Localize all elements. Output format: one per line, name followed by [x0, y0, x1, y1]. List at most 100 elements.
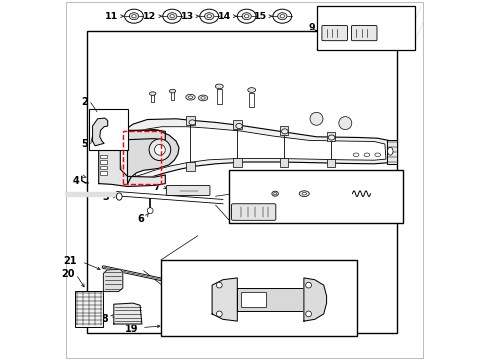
Polygon shape: [103, 269, 122, 292]
Circle shape: [147, 208, 153, 213]
Polygon shape: [212, 278, 237, 321]
Polygon shape: [120, 119, 391, 184]
Ellipse shape: [167, 13, 177, 20]
Polygon shape: [303, 278, 326, 321]
Polygon shape: [99, 118, 165, 186]
Bar: [326, 159, 335, 167]
Bar: [100, 171, 107, 175]
Circle shape: [154, 144, 165, 155]
Bar: [249, 93, 254, 107]
Polygon shape: [127, 130, 179, 184]
Ellipse shape: [215, 84, 223, 89]
Ellipse shape: [204, 13, 213, 20]
Bar: [161, 260, 356, 336]
Bar: [241, 292, 265, 307]
Circle shape: [305, 311, 311, 317]
Bar: [232, 158, 241, 167]
Bar: [170, 91, 174, 100]
Ellipse shape: [299, 191, 309, 197]
Ellipse shape: [302, 192, 306, 195]
Bar: [279, 126, 288, 135]
Ellipse shape: [363, 153, 369, 157]
Ellipse shape: [116, 193, 122, 200]
Ellipse shape: [328, 135, 334, 140]
Text: 4: 4: [72, 176, 79, 186]
Text: 12: 12: [143, 12, 156, 21]
Text: 18: 18: [96, 314, 109, 324]
Ellipse shape: [273, 193, 276, 195]
Bar: [386, 140, 397, 164]
Ellipse shape: [387, 147, 392, 155]
Ellipse shape: [188, 96, 192, 99]
Ellipse shape: [132, 15, 136, 18]
Ellipse shape: [189, 120, 195, 125]
Ellipse shape: [242, 13, 251, 20]
Bar: [186, 116, 194, 125]
FancyBboxPatch shape: [166, 185, 209, 195]
Polygon shape: [133, 127, 385, 176]
Circle shape: [216, 311, 222, 317]
Text: 1: 1: [322, 187, 328, 197]
Ellipse shape: [163, 9, 181, 23]
Bar: [122, 131, 160, 184]
Ellipse shape: [201, 97, 205, 99]
Text: 2: 2: [81, 96, 88, 107]
Text: 3: 3: [102, 192, 109, 202]
Bar: [100, 166, 107, 169]
Ellipse shape: [200, 9, 218, 23]
Ellipse shape: [271, 191, 278, 196]
Bar: [216, 89, 222, 104]
Ellipse shape: [277, 13, 286, 20]
Ellipse shape: [244, 15, 248, 18]
Ellipse shape: [235, 123, 242, 129]
Text: 14: 14: [218, 12, 231, 21]
Text: 19: 19: [124, 324, 138, 334]
Polygon shape: [92, 118, 107, 146]
Circle shape: [309, 112, 322, 125]
Text: 17: 17: [252, 188, 265, 197]
Ellipse shape: [198, 95, 207, 101]
Text: 11: 11: [105, 12, 118, 21]
Bar: [186, 162, 194, 171]
Ellipse shape: [124, 9, 143, 23]
Ellipse shape: [374, 153, 380, 157]
Bar: [100, 160, 107, 164]
Text: 9: 9: [307, 23, 314, 32]
Ellipse shape: [280, 15, 284, 18]
Text: 8: 8: [259, 204, 266, 214]
Ellipse shape: [206, 15, 211, 18]
Bar: [87, 31, 396, 333]
Polygon shape: [114, 303, 142, 324]
Ellipse shape: [129, 13, 139, 20]
Circle shape: [216, 282, 222, 288]
Ellipse shape: [185, 94, 195, 100]
Circle shape: [149, 139, 170, 161]
Text: 7: 7: [153, 182, 160, 192]
Text: 6: 6: [138, 213, 144, 224]
Text: 20: 20: [61, 269, 75, 279]
Text: 5: 5: [81, 139, 88, 149]
Ellipse shape: [272, 9, 291, 23]
Bar: [228, 170, 403, 223]
Ellipse shape: [352, 153, 358, 157]
Circle shape: [338, 117, 351, 130]
Bar: [232, 120, 241, 129]
FancyBboxPatch shape: [321, 26, 347, 41]
Text: 21: 21: [63, 256, 77, 266]
Text: 16: 16: [286, 188, 300, 197]
Bar: [151, 94, 154, 102]
Ellipse shape: [169, 89, 175, 93]
FancyBboxPatch shape: [231, 204, 275, 220]
Ellipse shape: [247, 88, 255, 93]
Ellipse shape: [149, 92, 156, 95]
Bar: [326, 132, 335, 141]
Ellipse shape: [170, 15, 174, 18]
Bar: [279, 158, 288, 167]
Bar: [316, 6, 414, 50]
Bar: [89, 109, 127, 150]
Text: 15: 15: [253, 12, 266, 21]
Bar: [100, 155, 107, 158]
Ellipse shape: [237, 9, 256, 23]
Text: 10: 10: [330, 188, 343, 197]
Bar: [237, 288, 303, 311]
